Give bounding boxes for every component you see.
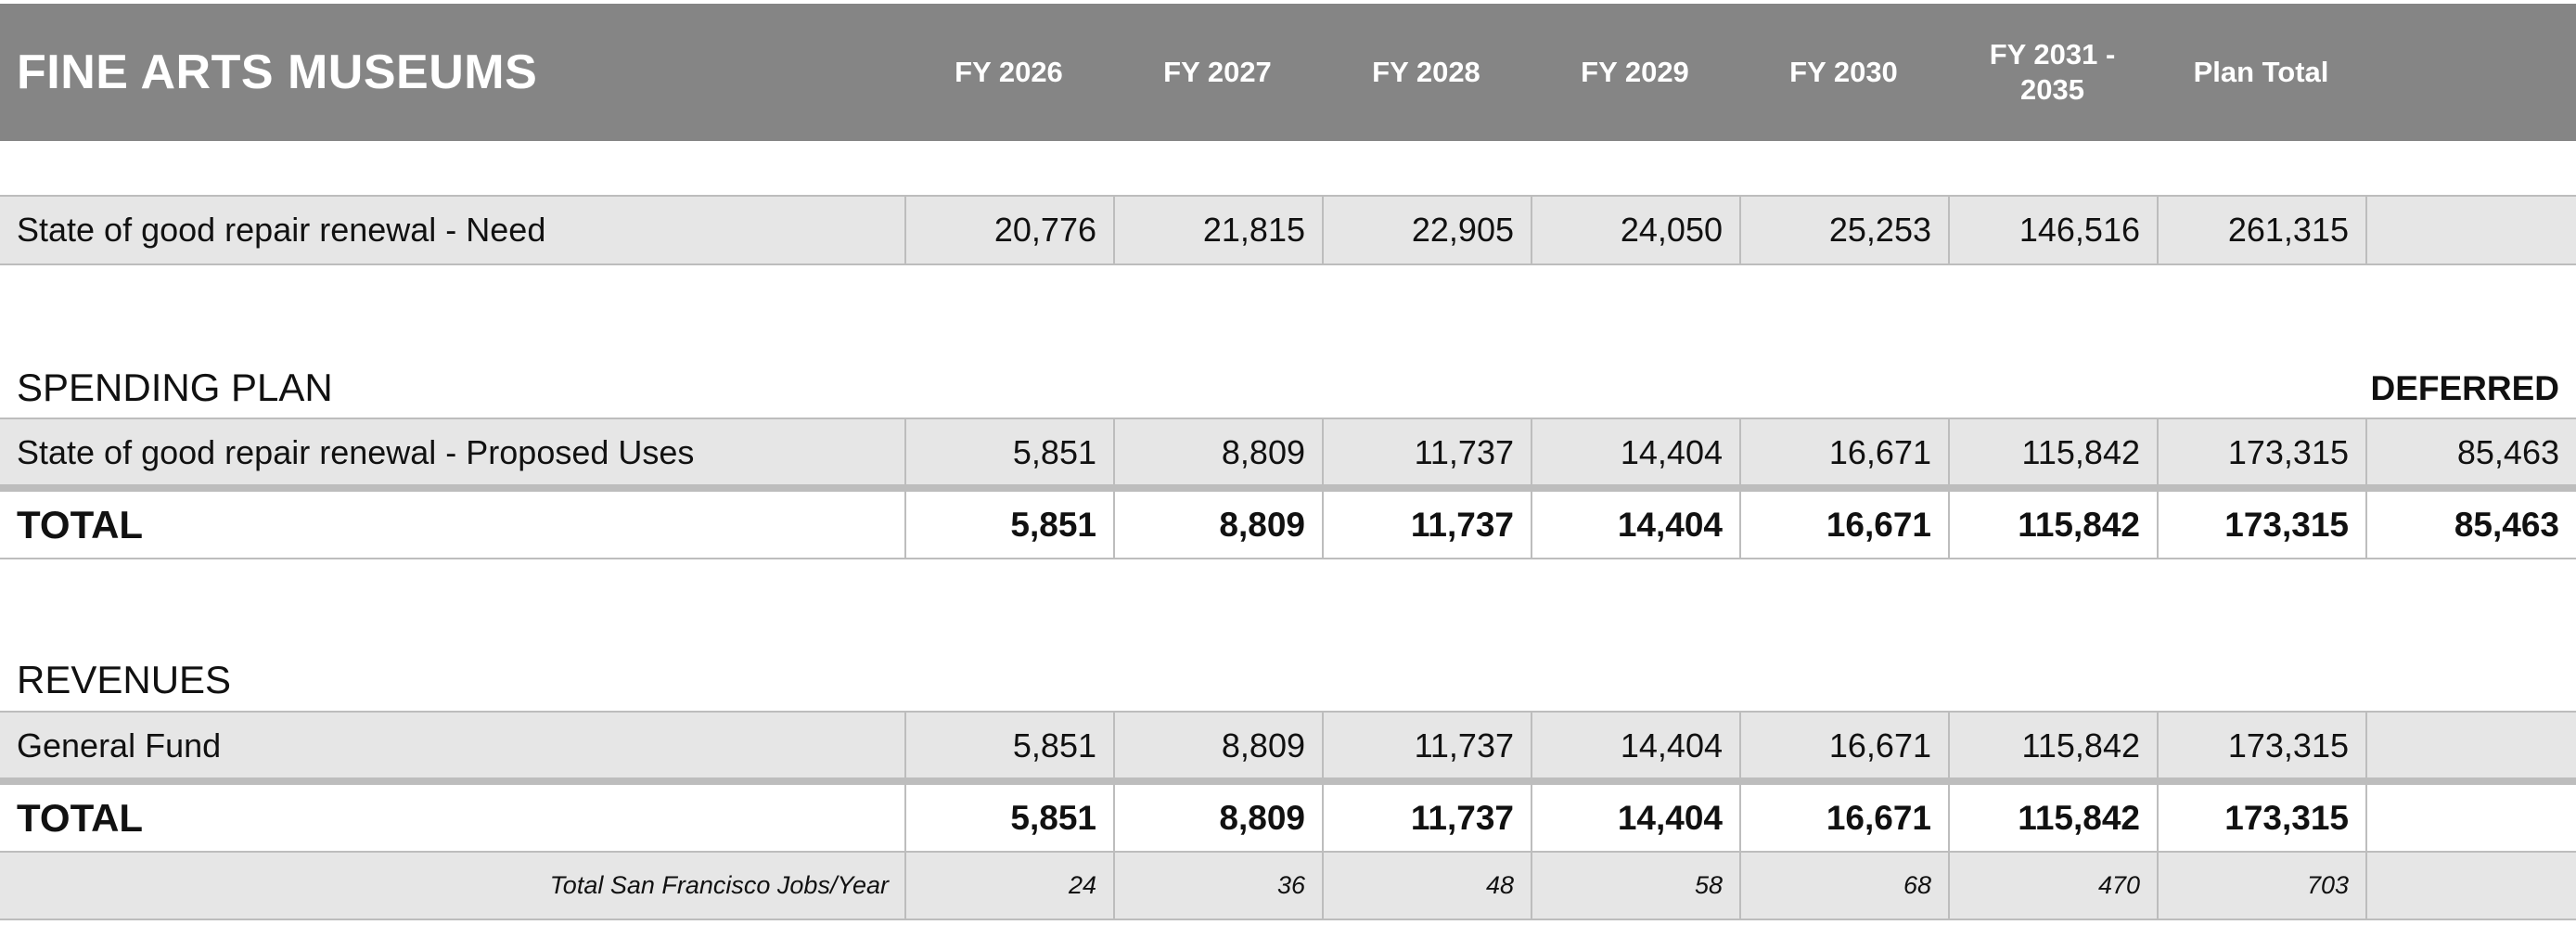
jobs-value-cell <box>2365 853 2576 919</box>
value-cell: 261,315 <box>2157 197 2365 263</box>
value-cell: 14,404 <box>1531 419 1739 486</box>
total-value-cell: 16,671 <box>1739 785 1948 851</box>
value-cell: 16,671 <box>1739 419 1948 486</box>
value-cell: 25,253 <box>1739 197 1948 263</box>
value-cell <box>2365 197 2576 263</box>
row-label: State of good repair renewal - Need <box>17 211 546 249</box>
total-label: TOTAL <box>17 795 144 840</box>
need-row: State of good repair renewal - Need 20,7… <box>0 195 2576 265</box>
value-cell: 21,815 <box>1113 197 1322 263</box>
general-fund-row: General Fund 5,851 8,809 11,737 14,404 1… <box>0 711 2576 781</box>
total-value-cell: 16,671 <box>1739 492 1948 558</box>
table-header: FINE ARTS MUSEUMS FY 2026 FY 2027 FY 202… <box>0 4 2576 141</box>
row-label: State of good repair renewal - Proposed … <box>17 433 695 471</box>
jobs-label: Total San Francisco Jobs/Year <box>549 871 889 899</box>
value-cell: 24,050 <box>1531 197 1739 263</box>
jobs-value-cell: 470 <box>1948 853 2157 919</box>
deferred-total-cell: 85,463 <box>2365 492 2576 558</box>
jobs-value-cell: 68 <box>1739 853 1948 919</box>
total-value-cell: 115,842 <box>1948 785 2157 851</box>
value-cell: 115,842 <box>1948 419 2157 486</box>
value-cell: 146,516 <box>1948 197 2157 263</box>
jobs-value-cell: 36 <box>1113 853 1322 919</box>
value-cell: 5,851 <box>904 419 1113 486</box>
value-cell: 173,315 <box>2157 419 2365 486</box>
total-label: TOTAL <box>17 502 144 546</box>
total-value-cell: 14,404 <box>1531 492 1739 558</box>
proposed-uses-row: State of good repair renewal - Proposed … <box>0 418 2576 488</box>
spending-plan-title: SPENDING PLAN <box>17 366 333 409</box>
revenues-title: REVENUES <box>17 658 232 701</box>
column-header-fy2029: FY 2029 <box>1581 56 1689 88</box>
value-cell: 11,737 <box>1322 713 1531 779</box>
column-header-fy2026: FY 2026 <box>955 56 1063 88</box>
column-header-plan-total: Plan Total <box>2193 56 2329 88</box>
value-cell: 115,842 <box>1948 713 2157 779</box>
deferred-value-cell: 85,463 <box>2365 419 2576 486</box>
revenues-total-row: TOTAL 5,851 8,809 11,737 14,404 16,671 1… <box>0 777 2576 853</box>
column-header-fy2030: FY 2030 <box>1789 56 1898 88</box>
value-cell: 11,737 <box>1322 419 1531 486</box>
column-header-fy2028: FY 2028 <box>1372 56 1480 88</box>
column-header-fy2031-2035: FY 2031 - 2035 <box>1989 38 2116 106</box>
spending-total-row: TOTAL 5,851 8,809 11,737 14,404 16,671 1… <box>0 484 2576 559</box>
total-value-cell <box>2365 785 2576 851</box>
total-value-cell: 5,851 <box>904 492 1113 558</box>
total-value-cell: 8,809 <box>1113 492 1322 558</box>
value-cell: 16,671 <box>1739 713 1948 779</box>
value-cell: 8,809 <box>1113 419 1322 486</box>
total-value-cell: 11,737 <box>1322 492 1531 558</box>
total-value-cell: 173,315 <box>2157 785 2365 851</box>
deferred-column-label: DEFERRED <box>2370 369 2559 407</box>
column-header-fy2027: FY 2027 <box>1163 56 1272 88</box>
jobs-row: Total San Francisco Jobs/Year 24 36 48 5… <box>0 851 2576 920</box>
value-cell: 5,851 <box>904 713 1113 779</box>
table-title: FINE ARTS MUSEUMS <box>17 45 538 99</box>
total-value-cell: 5,851 <box>904 785 1113 851</box>
value-cell: 20,776 <box>904 197 1113 263</box>
total-value-cell: 8,809 <box>1113 785 1322 851</box>
value-cell: 8,809 <box>1113 713 1322 779</box>
total-value-cell: 115,842 <box>1948 492 2157 558</box>
value-cell: 173,315 <box>2157 713 2365 779</box>
jobs-value-cell: 48 <box>1322 853 1531 919</box>
jobs-value-cell: 24 <box>904 853 1113 919</box>
total-value-cell: 11,737 <box>1322 785 1531 851</box>
jobs-value-cell: 58 <box>1531 853 1739 919</box>
value-cell: 22,905 <box>1322 197 1531 263</box>
value-cell: 14,404 <box>1531 713 1739 779</box>
value-cell <box>2365 713 2576 779</box>
row-label: General Fund <box>17 726 222 765</box>
total-value-cell: 14,404 <box>1531 785 1739 851</box>
jobs-value-cell: 703 <box>2157 853 2365 919</box>
total-value-cell: 173,315 <box>2157 492 2365 558</box>
